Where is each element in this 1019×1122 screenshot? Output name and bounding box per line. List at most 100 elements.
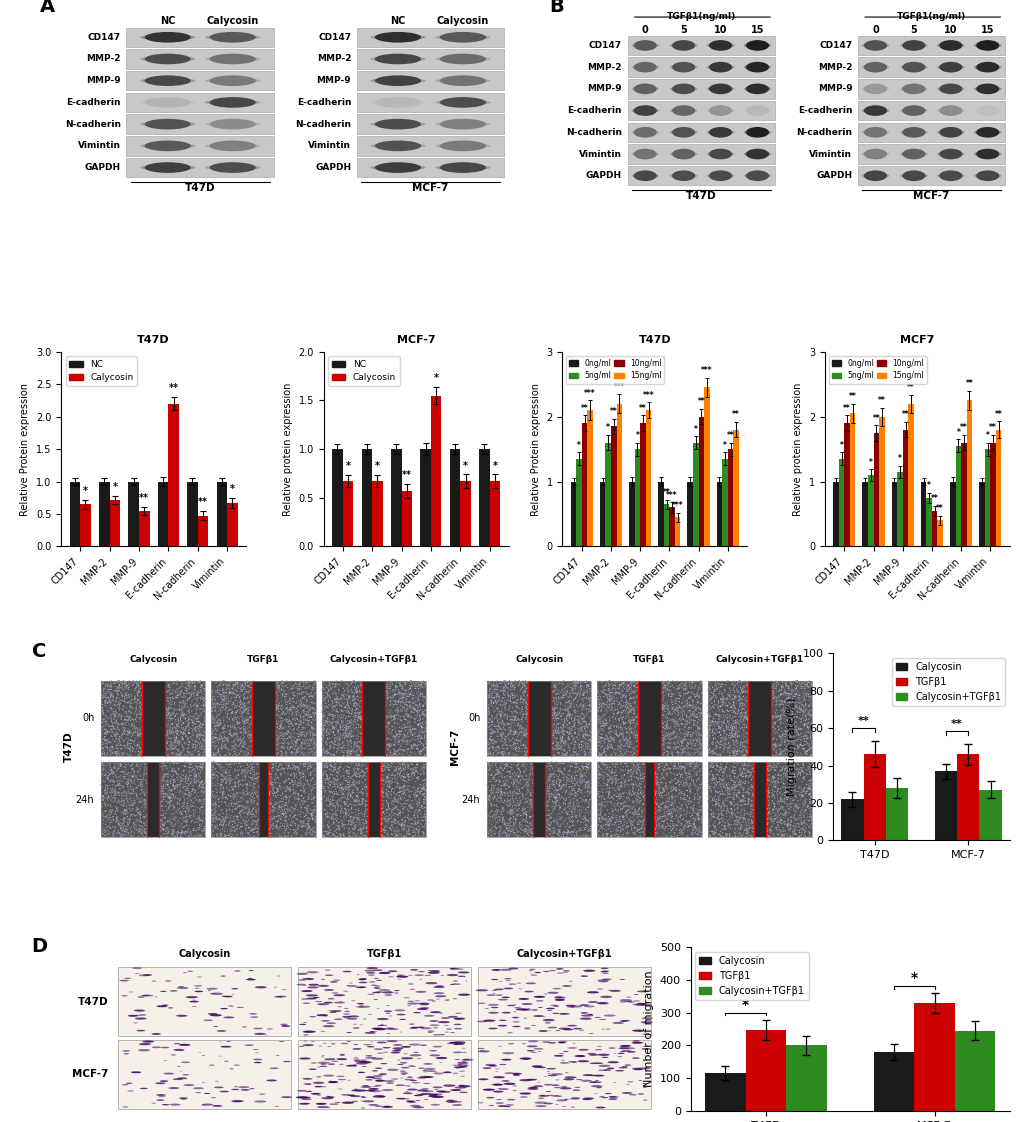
Point bbox=[612, 706, 629, 724]
Point bbox=[190, 706, 206, 724]
Point bbox=[390, 733, 407, 751]
Point bbox=[324, 806, 340, 824]
Point bbox=[501, 803, 518, 821]
Point bbox=[727, 743, 743, 761]
Point bbox=[181, 677, 198, 695]
Point bbox=[119, 736, 136, 754]
Point bbox=[385, 726, 401, 744]
Point bbox=[379, 736, 395, 754]
Point bbox=[515, 739, 531, 757]
Point bbox=[240, 825, 257, 843]
Point bbox=[504, 787, 521, 804]
Point bbox=[735, 761, 751, 779]
Point bbox=[263, 793, 279, 811]
Point bbox=[327, 707, 343, 725]
Point bbox=[333, 727, 350, 745]
Point bbox=[579, 726, 595, 744]
Point bbox=[247, 798, 263, 816]
Point bbox=[164, 709, 180, 727]
Point bbox=[727, 821, 743, 839]
Point bbox=[181, 735, 198, 753]
Point bbox=[517, 817, 533, 835]
Point bbox=[654, 735, 671, 753]
Text: 0: 0 bbox=[641, 25, 648, 35]
Point bbox=[618, 729, 634, 747]
Point bbox=[129, 723, 146, 741]
Point bbox=[357, 791, 373, 809]
Point bbox=[479, 827, 495, 845]
Point bbox=[192, 774, 208, 792]
Point bbox=[729, 816, 745, 834]
Point bbox=[627, 678, 643, 696]
Point bbox=[542, 784, 558, 802]
Point bbox=[390, 822, 407, 840]
Point bbox=[266, 802, 282, 820]
Point bbox=[296, 705, 312, 723]
Point bbox=[480, 705, 496, 723]
Point bbox=[116, 791, 132, 809]
Point bbox=[301, 753, 317, 771]
Point bbox=[118, 787, 135, 804]
Point bbox=[779, 693, 795, 711]
Point bbox=[227, 799, 244, 817]
Ellipse shape bbox=[640, 1004, 651, 1005]
Point bbox=[666, 708, 683, 726]
Point bbox=[182, 793, 199, 811]
Point bbox=[567, 724, 583, 742]
Point bbox=[400, 771, 417, 789]
Point bbox=[274, 801, 290, 819]
Point bbox=[220, 717, 236, 735]
Ellipse shape bbox=[631, 129, 658, 136]
Point bbox=[624, 714, 640, 732]
Point bbox=[271, 734, 287, 752]
Point bbox=[764, 716, 781, 734]
Point bbox=[625, 672, 641, 690]
Point bbox=[174, 730, 191, 748]
Point bbox=[250, 817, 266, 835]
Point bbox=[358, 785, 374, 803]
Point bbox=[800, 741, 816, 758]
Point bbox=[348, 787, 365, 804]
Point bbox=[98, 785, 114, 803]
Point bbox=[770, 819, 787, 837]
Point bbox=[348, 737, 365, 755]
Point bbox=[548, 684, 565, 702]
Point bbox=[763, 688, 780, 706]
Point bbox=[97, 688, 113, 706]
Point bbox=[661, 815, 678, 833]
Point bbox=[377, 684, 393, 702]
Point bbox=[516, 763, 532, 781]
Point bbox=[495, 808, 512, 826]
Point bbox=[358, 828, 374, 846]
Point bbox=[168, 726, 184, 744]
Point bbox=[316, 778, 332, 795]
Point bbox=[506, 767, 523, 785]
Point bbox=[320, 779, 336, 797]
Point bbox=[609, 821, 626, 839]
Point bbox=[677, 791, 693, 809]
Point bbox=[189, 691, 205, 709]
Point bbox=[277, 718, 293, 736]
Point bbox=[356, 754, 372, 772]
Point bbox=[176, 753, 193, 771]
Point bbox=[572, 673, 588, 691]
Point bbox=[581, 693, 597, 711]
Point bbox=[410, 682, 426, 700]
Point bbox=[504, 784, 521, 802]
Point bbox=[218, 701, 234, 719]
Point bbox=[401, 695, 418, 712]
Point bbox=[722, 698, 739, 716]
Point bbox=[271, 702, 287, 720]
Ellipse shape bbox=[423, 1091, 433, 1092]
Point bbox=[230, 674, 247, 692]
Point bbox=[345, 804, 362, 822]
Point bbox=[354, 763, 370, 781]
Point bbox=[112, 810, 128, 828]
Point bbox=[217, 793, 233, 811]
Point bbox=[136, 815, 152, 833]
Point bbox=[771, 727, 788, 745]
Point bbox=[699, 719, 715, 737]
Point bbox=[233, 698, 250, 716]
Point bbox=[512, 816, 528, 834]
Point bbox=[592, 718, 608, 736]
